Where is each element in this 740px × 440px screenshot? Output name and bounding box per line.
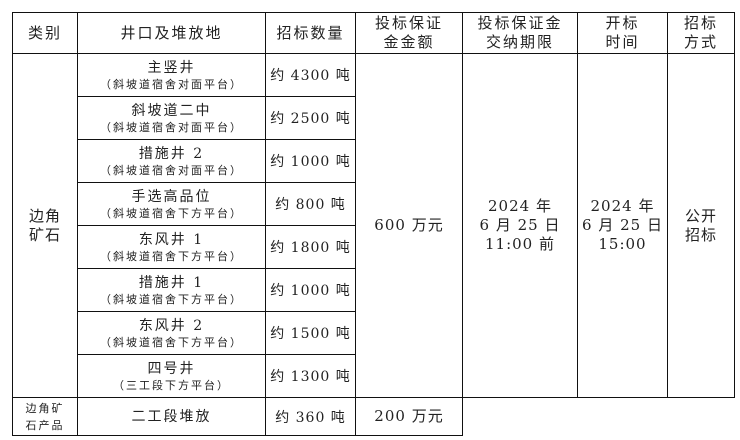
location-cell: 东风井 2 （斜坡道宿舍下方平台） [77,311,266,355]
quantity-cell: 约 1500 吨 [265,311,356,355]
storage-place: （三工段下方平台） [113,378,230,392]
quantity-cell: 约 800 吨 [265,182,356,226]
table-row: 东风井 2 （斜坡道宿舍下方平台）约 1500 吨 [13,311,735,355]
table-row: 手选高品位 （斜坡道宿舍下方平台）约 800 吨 [13,182,735,226]
well-name: 四号井 [147,360,196,377]
open-time-cell: 2024 年 6 月 25 日 15:00 [577,53,668,398]
location-cell: 二工段堆放 [77,397,266,436]
category-cell: 边角矿 石产品 [12,397,78,436]
well-name: 措施井 1 [138,274,205,291]
well-name: 手选高品位 [131,188,212,205]
storage-place: （斜坡道宿舍下方平台） [100,292,243,306]
header-quantity: 招标数量 [265,12,356,54]
quantity-cell: 约 1300 吨 [265,354,356,398]
location-cell: 手选高品位 （斜坡道宿舍下方平台） [77,182,266,226]
quantity-cell: 约 1000 吨 [265,139,356,183]
well-name: 主竖井 [147,59,196,76]
deposit-cell: 600 万元 [355,53,463,398]
location-cell: 斜坡道二中 （斜坡道宿舍对面平台） [77,96,266,140]
deposit-cell: 200 万元 [355,397,463,436]
method-cell: 公开 招标 [667,53,735,398]
header-deadline: 投标保证金 交纳期限 [462,12,578,54]
header-deposit: 投标保证 金金额 [355,12,463,54]
table-row: 四号井 （三工段下方平台）约 1300 吨 [13,354,735,398]
category-cell: 边角 矿石 [12,53,78,398]
quantity-cell: 约 360 吨 [265,397,356,436]
well-name: 东风井 2 [138,317,205,334]
storage-place: （斜坡道宿舍下方平台） [100,249,243,263]
quantity-cell: 约 2500 吨 [265,96,356,140]
table-row: 斜坡道二中 （斜坡道宿舍对面平台）约 2500 吨 [13,96,735,140]
location-cell: 措施井 1 （斜坡道宿舍下方平台） [77,268,266,312]
header-open-time: 开标 时间 [577,12,668,54]
location-cell: 措施井 2 （斜坡道宿舍对面平台） [77,139,266,183]
header-row: 类别 井口及堆放地 招标数量 投标保证 金金额 投标保证金 交纳期限 开标 时间… [12,12,735,54]
location-cell: 东风井 1 （斜坡道宿舍下方平台） [77,225,266,269]
storage-place: （斜坡道宿舍对面平台） [100,77,243,91]
well-name: 东风井 1 [138,231,205,248]
deadline-cell: 2024 年 6 月 25 日 11:00 前 [462,53,578,398]
quantity-cell: 约 1800 吨 [265,225,356,269]
header-category: 类别 [12,12,78,54]
quantity-cell: 约 1000 吨 [265,268,356,312]
storage-place: （斜坡道宿舍下方平台） [100,335,243,349]
storage-place: （斜坡道宿舍下方平台） [100,206,243,220]
table-row: 边角 矿石 主竖井 （斜坡道宿舍对面平台）约 4300 吨 600 万元 2024 年 … [12,53,735,398]
table-row: 东风井 1 （斜坡道宿舍下方平台）约 1800 吨 [13,225,735,269]
location-cell: 主竖井 （斜坡道宿舍对面平台） [77,53,266,97]
storage-place: （斜坡道宿舍对面平台） [100,120,243,134]
bid-table: 类别 井口及堆放地 招标数量 投标保证 金金额 投标保证金 交纳期限 开标 时间… [12,12,735,436]
storage-place: （斜坡道宿舍对面平台） [100,163,243,177]
location-cell: 四号井 （三工段下方平台） [77,354,266,398]
well-name: 斜坡道二中 [131,102,212,119]
quantity-cell: 约 4300 吨 [265,53,356,97]
table-row: 措施井 2 （斜坡道宿舍对面平台）约 1000 吨 [13,139,735,183]
table-row: 措施井 1 （斜坡道宿舍下方平台）约 1000 吨 [13,268,735,312]
table-row: 边角矿 石产品 二工段堆放 约 360 吨 200 万元 [12,397,735,436]
header-method: 招标 方式 [667,12,735,54]
header-location: 井口及堆放地 [77,12,266,54]
well-name: 措施井 2 [138,145,205,162]
